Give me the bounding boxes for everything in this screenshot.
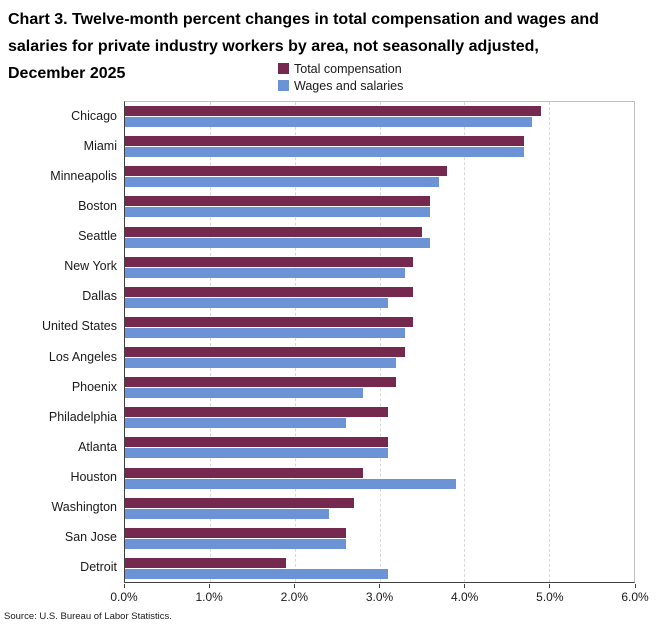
category-label-phoenix: Phoenix	[71, 379, 117, 394]
bar-total-compensation-miami	[125, 136, 524, 147]
bar-wages-and-salaries-boston	[125, 207, 431, 218]
x-tick-5	[549, 584, 551, 588]
category-label-new-york: New York	[64, 259, 117, 274]
bar-total-compensation-detroit	[125, 557, 287, 568]
bar-wages-and-salaries-houston	[125, 478, 456, 489]
source-note: Source: U.S. Bureau of Labor Statistics.	[4, 611, 172, 622]
x-tick-2	[293, 584, 295, 588]
chart-title-line-2: salaries for private industry workers by…	[8, 38, 539, 55]
category-label-washington: Washington	[51, 500, 117, 515]
bar-total-compensation-houston	[125, 467, 363, 478]
category-label-chicago: Chicago	[71, 108, 117, 123]
category-axis-labels: Chicago Miami Minneapolis Boston Seattle New …	[0, 101, 117, 583]
bar-wages-and-salaries-washington	[125, 508, 329, 519]
legend-swatch-total-compensation	[278, 63, 289, 74]
category-label-detroit: Detroit	[80, 560, 117, 575]
bar-total-compensation-seattle	[125, 226, 422, 237]
chart-title-line-1: Chart 3. Twelve-month percent changes in…	[8, 11, 599, 28]
bar-total-compensation-united-states	[125, 316, 414, 327]
category-label-dallas: Dallas	[82, 289, 117, 304]
bar-total-compensation-boston	[125, 196, 431, 207]
bar-total-compensation-los-angeles	[125, 347, 405, 357]
category-label-minneapolis: Minneapolis	[50, 168, 117, 183]
gridline-4-percent	[464, 102, 466, 582]
legend-item-wages-and-salaries: Wages and salaries	[278, 77, 403, 94]
x-tick-label-5: 5.0%	[536, 590, 564, 604]
plot-area	[124, 101, 635, 583]
bar-total-compensation-dallas	[125, 286, 414, 297]
bar-total-compensation-san-jose	[125, 527, 346, 538]
bar-total-compensation-chicago	[125, 106, 541, 116]
category-label-houston: Houston	[70, 470, 117, 484]
bar-wages-and-salaries-seattle	[125, 237, 431, 248]
category-label-philadelphia: Philadelphia	[48, 409, 117, 424]
value-axis: 0.0% 1.0% 2.0% 3.0% 4.0% 5.0% 6.0%	[110, 584, 649, 614]
bar-wages-and-salaries-phoenix	[125, 388, 363, 399]
bar-total-compensation-new-york	[125, 256, 414, 267]
category-label-atlanta: Atlanta	[78, 439, 117, 454]
category-label-los-angeles: Los Angeles	[48, 349, 117, 364]
bar-total-compensation-washington	[125, 497, 355, 508]
legend-label-total-compensation: Total compensation	[294, 61, 402, 76]
legend-item-total-compensation: Total compensation	[278, 60, 403, 77]
gridline-2-percent	[294, 102, 296, 582]
x-tick-0	[123, 584, 125, 588]
x-tick-label-2: 2.0%	[280, 590, 309, 604]
chart-title-line-3: December 2025	[8, 65, 126, 82]
legend-swatch-wages-and-salaries	[278, 80, 289, 91]
bar-wages-and-salaries-philadelphia	[125, 418, 346, 429]
bar-wages-and-salaries-san-jose	[125, 538, 346, 549]
bar-total-compensation-philadelphia	[125, 407, 388, 418]
category-label-seattle: Seattle	[78, 229, 117, 243]
x-tick-label-6: 6.0%	[621, 590, 649, 604]
x-tick-label-0: 0.0%	[110, 590, 138, 604]
bar-wages-and-salaries-united-states	[125, 327, 405, 338]
gridline-5-percent	[549, 102, 551, 582]
legend-label-wages-and-salaries: Wages and salaries	[294, 78, 404, 93]
bar-wages-and-salaries-new-york	[125, 267, 405, 278]
x-tick-label-1: 1.0%	[195, 590, 223, 604]
bar-total-compensation-atlanta	[125, 437, 388, 448]
bar-wages-and-salaries-minneapolis	[125, 177, 439, 188]
bar-wages-and-salaries-detroit	[125, 568, 388, 579]
category-label-boston: Boston	[78, 198, 117, 213]
category-label-miami: Miami	[83, 138, 117, 153]
category-label-san-jose: San Jose	[64, 530, 117, 545]
bar-total-compensation-phoenix	[125, 377, 397, 388]
x-tick-6	[634, 584, 636, 588]
x-tick-3	[379, 584, 380, 588]
category-label-united-states: United States	[41, 319, 117, 334]
bar-wages-and-salaries-dallas	[125, 297, 388, 308]
x-tick-4	[464, 584, 466, 588]
legend: Total compensation Wages and salaries	[278, 60, 403, 94]
x-tick-1	[208, 584, 210, 588]
chart-title: Chart 3. Twelve-month percent changes in…	[8, 6, 599, 87]
gridline-1-percent	[209, 102, 211, 582]
bar-wages-and-salaries-atlanta	[125, 448, 388, 459]
x-tick-label-3: 3.0%	[365, 590, 394, 604]
x-tick-label-4: 4.0%	[450, 590, 479, 604]
gridline-3-percent	[379, 102, 381, 582]
bar-wages-and-salaries-los-angeles	[125, 358, 397, 368]
bar-wages-and-salaries-chicago	[125, 117, 533, 127]
bar-wages-and-salaries-miami	[125, 147, 524, 158]
bar-total-compensation-minneapolis	[125, 166, 448, 177]
